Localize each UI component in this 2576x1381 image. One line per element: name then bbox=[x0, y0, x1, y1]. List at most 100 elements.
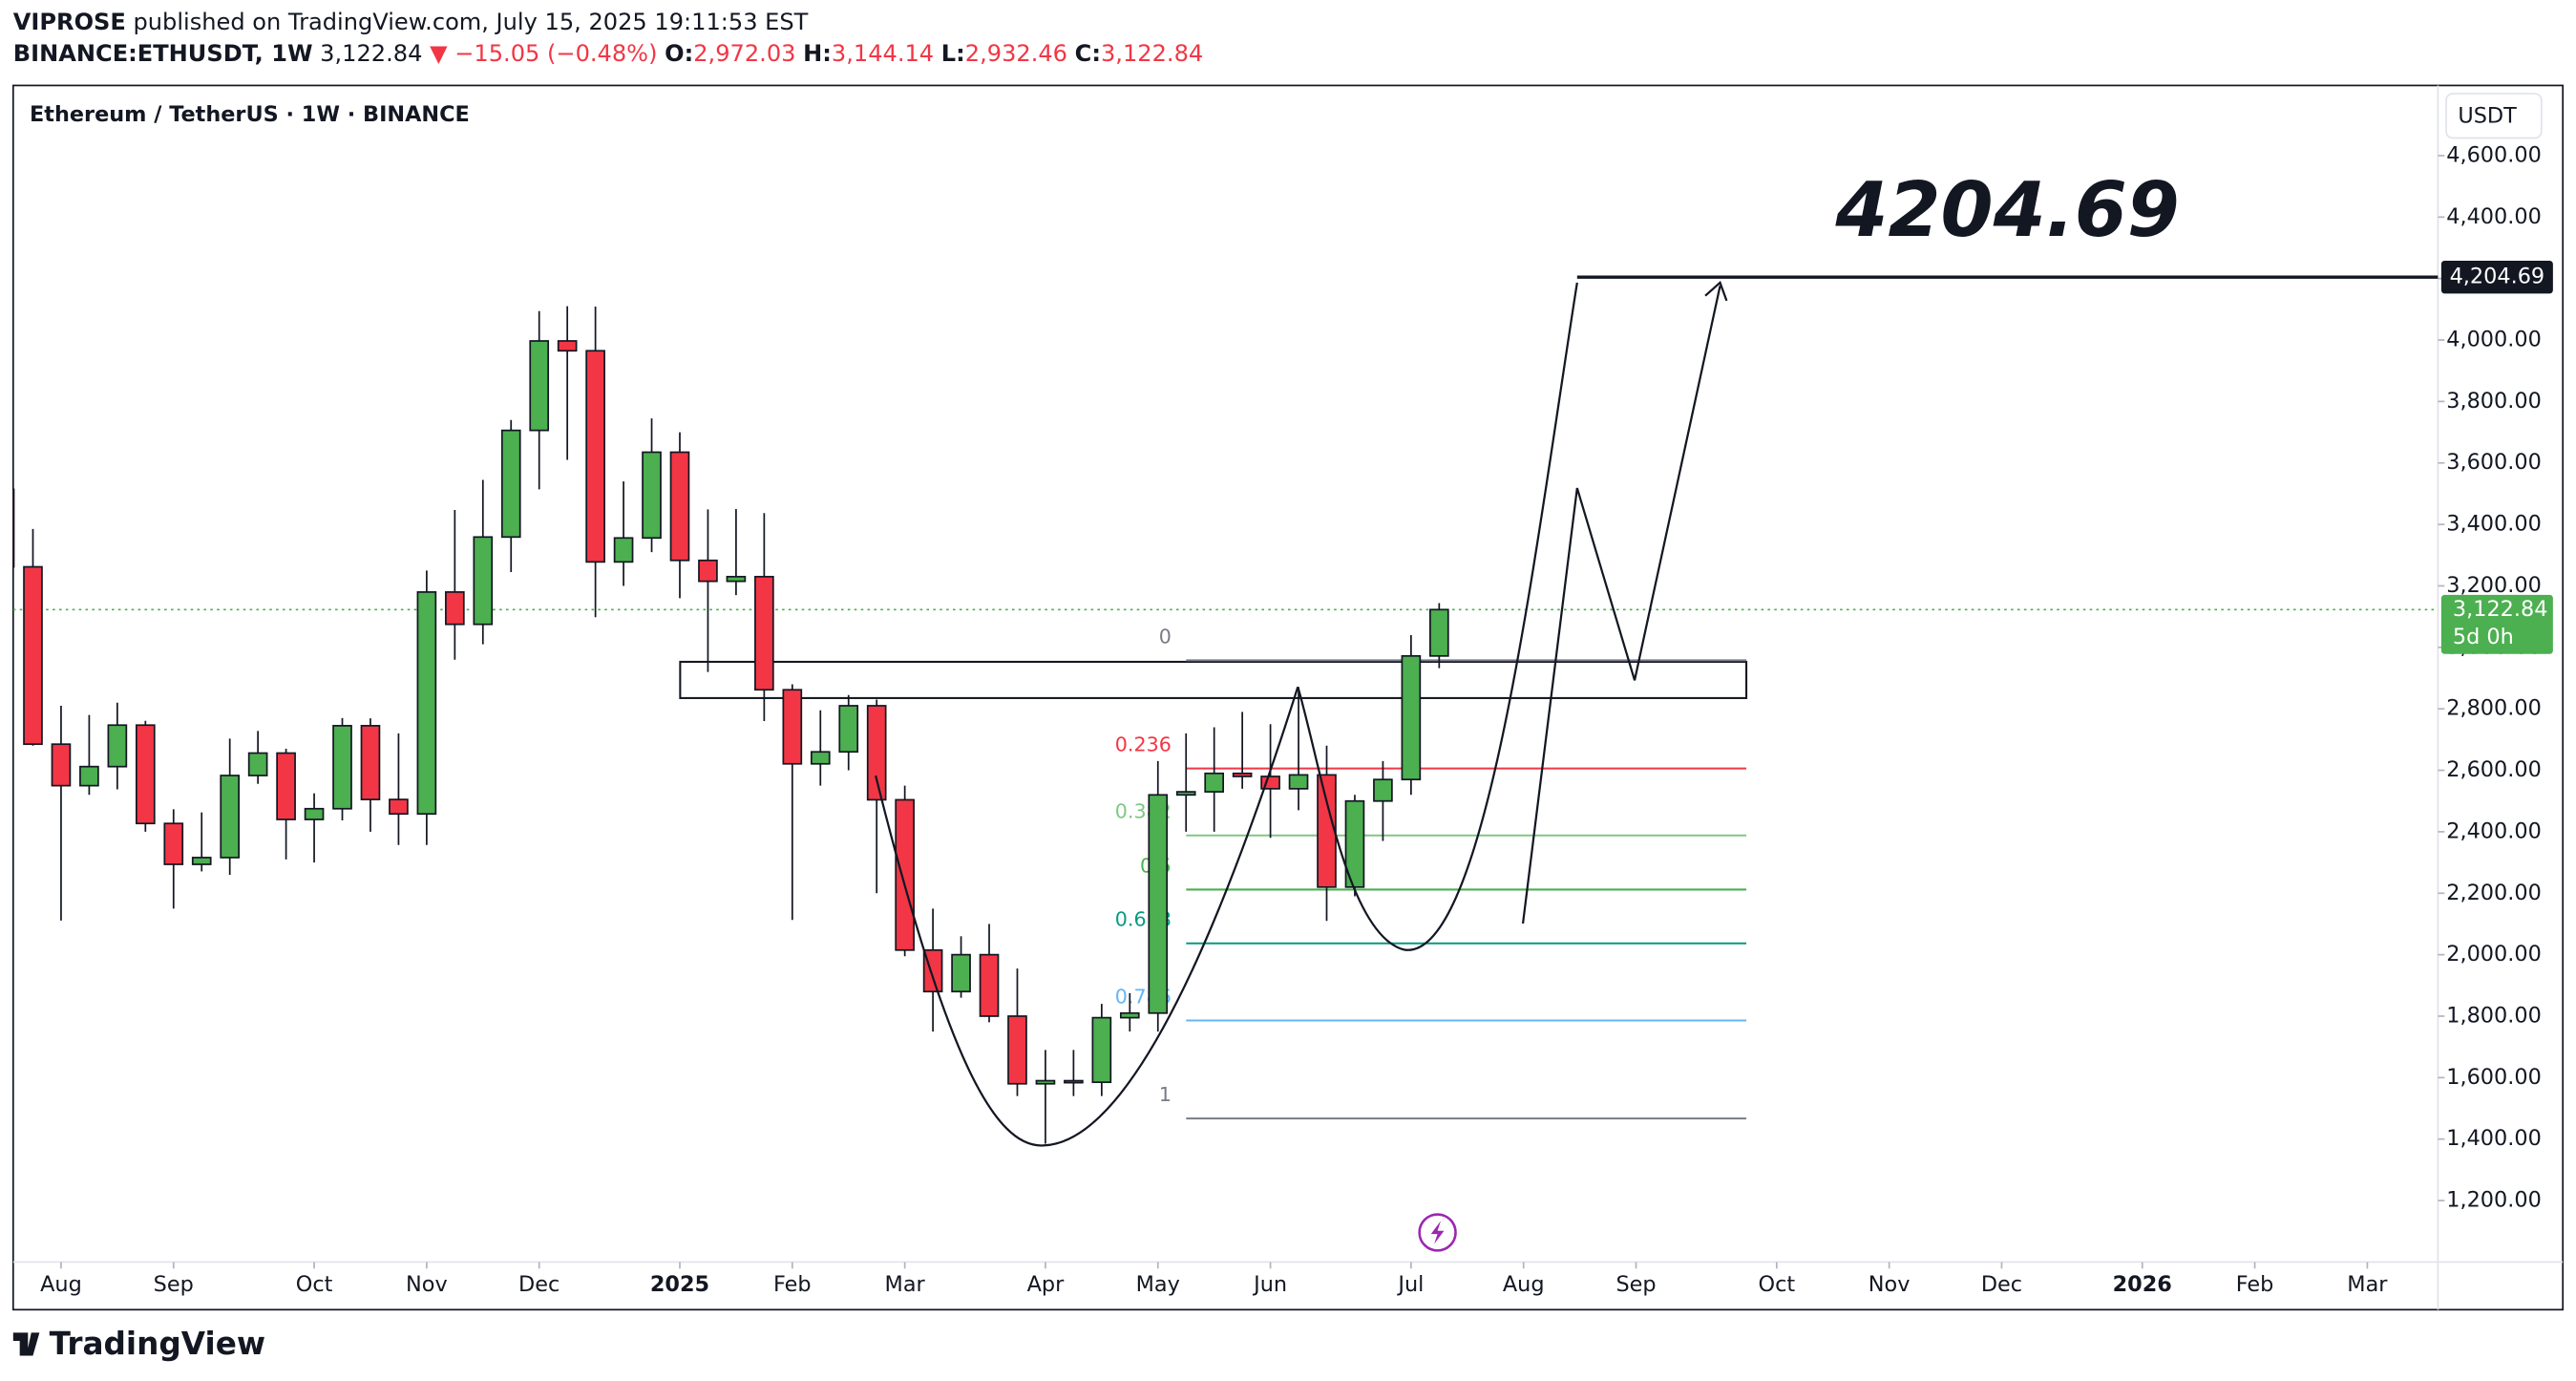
fib-label: 0 bbox=[1159, 625, 1172, 648]
x-tick-label: Sep bbox=[154, 1272, 194, 1297]
candle-body bbox=[500, 429, 521, 539]
candle-body bbox=[79, 765, 99, 787]
y-tick-label: 1,600.00 bbox=[2446, 1065, 2542, 1090]
candle-body bbox=[613, 537, 634, 563]
countdown-label: 5d 0h bbox=[2453, 625, 2514, 649]
price: 3,122.84 bbox=[320, 40, 422, 67]
candle-body bbox=[1288, 774, 1309, 790]
x-tick-label: Oct bbox=[296, 1272, 333, 1297]
y-tick-label: 3,400.00 bbox=[2446, 512, 2542, 537]
candle-body bbox=[416, 591, 437, 816]
candle-body bbox=[529, 340, 550, 432]
publisher: VIPROSE bbox=[13, 9, 126, 35]
candle-body bbox=[276, 752, 296, 820]
ohlc-value: 3,144.14 bbox=[832, 40, 934, 67]
x-tick-label: Jul bbox=[1396, 1272, 1424, 1297]
candle-body bbox=[1064, 1079, 1084, 1084]
x-tick-label: Aug bbox=[1503, 1272, 1545, 1297]
candle-body bbox=[1175, 791, 1196, 797]
candle-body bbox=[1007, 1015, 1027, 1085]
logo-text: TradingView bbox=[50, 1326, 265, 1362]
x-tick-label: Jun bbox=[1252, 1272, 1287, 1297]
candle-body bbox=[389, 798, 409, 816]
candle-body bbox=[1401, 654, 1422, 781]
published: published on TradingView.com, July 15, 2… bbox=[134, 9, 809, 35]
x-tick-label: 2026 bbox=[2113, 1272, 2172, 1297]
header-line: VIPROSE published on TradingView.com, Ju… bbox=[13, 9, 809, 35]
candle-body bbox=[1317, 774, 1337, 888]
y-tick-label: 3,600.00 bbox=[2446, 450, 2542, 475]
candle-body bbox=[51, 743, 72, 787]
ohlc-value: 2,972.03 bbox=[693, 40, 795, 67]
candle-body bbox=[669, 451, 690, 562]
x-tick-label: Dec bbox=[518, 1272, 560, 1297]
x-tick-label: Oct bbox=[1758, 1272, 1795, 1297]
x-tick-label: Aug bbox=[40, 1272, 82, 1297]
candle-body bbox=[135, 724, 156, 825]
currency[interactable]: USDT bbox=[2458, 104, 2517, 129]
candle-body bbox=[12, 488, 15, 568]
candle-body bbox=[585, 350, 605, 563]
candle-body bbox=[1344, 799, 1365, 888]
candle-body bbox=[332, 725, 352, 810]
x-tick-label: Mar bbox=[2347, 1272, 2388, 1297]
y-tick-label: 4,400.00 bbox=[2446, 204, 2542, 229]
x-tick-label: Nov bbox=[406, 1272, 448, 1297]
candle-body bbox=[23, 565, 43, 746]
candle-body bbox=[1232, 772, 1253, 777]
y-tick-label: 1,800.00 bbox=[2446, 1003, 2542, 1028]
candle-body bbox=[220, 775, 241, 859]
y-tick-label: 2,000.00 bbox=[2446, 942, 2542, 967]
fib-label: 1 bbox=[1159, 1083, 1172, 1106]
target-price-tag bbox=[2440, 260, 2553, 294]
candle-body bbox=[866, 705, 887, 801]
candle-body bbox=[1204, 772, 1224, 793]
candle-body bbox=[360, 725, 381, 800]
logo-mark bbox=[12, 1332, 40, 1356]
candle-body bbox=[191, 857, 212, 865]
candle-body bbox=[782, 689, 803, 765]
projection-path bbox=[1521, 286, 1721, 924]
ohlc-key: C: bbox=[1075, 40, 1101, 67]
candle-body bbox=[107, 724, 128, 768]
candle-body bbox=[247, 752, 268, 776]
lightning-icon[interactable] bbox=[1418, 1213, 1457, 1252]
symbol: BINANCE:ETHUSDT, 1W bbox=[13, 40, 313, 67]
candle-body bbox=[557, 340, 578, 352]
change: ▼ −15.05 (−0.48%) bbox=[430, 40, 657, 67]
currency-button[interactable] bbox=[2445, 93, 2543, 139]
candle-body bbox=[1429, 608, 1449, 657]
symbol-line: BINANCE:ETHUSDT, 1W 3,122.84 ▼ −15.05 (−… bbox=[13, 40, 1203, 67]
price-tag-label: 3,122.84 bbox=[2453, 597, 2548, 622]
y-tick-label: 2,600.00 bbox=[2446, 757, 2542, 782]
y-tick-label: 1,400.00 bbox=[2446, 1126, 2542, 1151]
candle-body bbox=[1373, 778, 1393, 802]
x-tick-label: Mar bbox=[885, 1272, 926, 1297]
x-tick-label: Feb bbox=[773, 1272, 812, 1297]
candle-body bbox=[726, 575, 747, 583]
candle-body bbox=[810, 751, 831, 765]
candle-body bbox=[838, 705, 859, 754]
candle-body bbox=[1119, 1011, 1140, 1019]
candle-body bbox=[445, 591, 465, 626]
icon-bolt[interactable] bbox=[1430, 1221, 1445, 1244]
candle-body bbox=[754, 575, 774, 691]
price-tag bbox=[2440, 594, 2553, 654]
x-tick-label: Apr bbox=[1027, 1272, 1065, 1297]
y-tick-label: 2,800.00 bbox=[2446, 696, 2542, 721]
ohlc-value: 3,122.84 bbox=[1101, 40, 1203, 67]
y-tick-label: 1,200.00 bbox=[2446, 1188, 2542, 1213]
annotation: 4204.69 bbox=[1834, 166, 2179, 254]
ohlc-key: H: bbox=[803, 40, 832, 67]
candle-body bbox=[1091, 1016, 1112, 1084]
y-tick-label: 2,200.00 bbox=[2446, 881, 2542, 905]
fib-label: 0.236 bbox=[1115, 733, 1172, 756]
candle-body bbox=[163, 822, 184, 865]
y-tick-label: 4,600.00 bbox=[2446, 142, 2542, 167]
candle-body bbox=[951, 953, 971, 993]
candle-body bbox=[1035, 1079, 1056, 1085]
ohlc-key: L: bbox=[941, 40, 965, 67]
legend: Ethereum / TetherUS · 1W · BINANCE bbox=[30, 102, 470, 127]
